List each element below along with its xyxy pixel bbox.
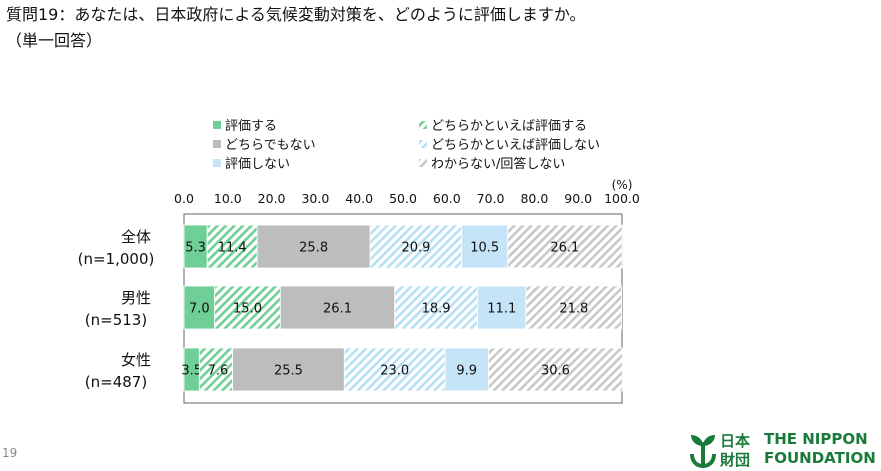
- category-n-label: (n=513): [85, 311, 147, 329]
- bar-segment: [369, 224, 463, 269]
- bar-segment: [183, 285, 216, 330]
- category-label: 全体: [121, 228, 151, 246]
- data-label: 21.8: [559, 302, 588, 317]
- x-tick-label: 100.0: [604, 191, 640, 206]
- bar-segment: [525, 285, 622, 330]
- page-number: 19: [2, 446, 18, 460]
- legend-label-4: どちらかといえば評価しない: [431, 138, 600, 153]
- legend-label-3: どちらでもない: [225, 138, 316, 153]
- x-tick-label: 30.0: [301, 191, 329, 206]
- legend-swatch-6: [419, 159, 427, 167]
- data-label: 9.9: [456, 364, 477, 379]
- data-label: 5.3: [185, 241, 206, 256]
- bar-segment: [488, 347, 623, 392]
- data-label: 18.9: [422, 302, 451, 317]
- legend-label-2: どちらかといえば評価する: [431, 119, 587, 134]
- bar-segment: [343, 347, 446, 392]
- data-label: 10.5: [470, 241, 499, 256]
- x-tick-label: 60.0: [433, 191, 461, 206]
- data-label: 11.1: [487, 302, 516, 317]
- x-tick-label: 10.0: [214, 191, 242, 206]
- legend-swatch-5: [213, 159, 221, 167]
- x-tick-label: 90.0: [564, 191, 592, 206]
- category-n-label: (n=487): [85, 373, 147, 391]
- legend-swatch-4: [419, 140, 427, 148]
- bar-segment: [507, 224, 623, 269]
- data-label: 26.1: [323, 302, 352, 317]
- data-label: 15.0: [233, 302, 262, 317]
- seedling-icon: [690, 435, 716, 468]
- logo-jp-line1: 日本: [720, 432, 751, 450]
- bar-segment: [256, 224, 371, 269]
- logo-en-line2: FOUNDATION: [764, 449, 876, 467]
- nippon-foundation-logo: 日本 財団 THE NIPPON FOUNDATION: [688, 430, 878, 470]
- bar-segment: [394, 285, 478, 330]
- legend-swatch-1: [213, 121, 221, 129]
- legend-label-1: 評価する: [225, 119, 277, 134]
- x-tick-label: 50.0: [389, 191, 417, 206]
- logo-jp-line2: 財団: [720, 451, 751, 469]
- data-label: 3.5: [181, 364, 202, 379]
- legend-label-5: 評価しない: [225, 157, 290, 172]
- x-tick-label: 40.0: [345, 191, 373, 206]
- legend-swatch-2: [419, 121, 427, 129]
- bar-segment: [214, 285, 281, 330]
- category-label: 男性: [121, 289, 151, 307]
- bar-segment: [232, 347, 345, 392]
- category-label: 女性: [121, 351, 151, 369]
- x-axis: 0.0 10.0 20.0 30.0 40.0 50.0 60.0 70.0 80.0 90.0 1…: [174, 178, 640, 404]
- page-title: 質問19：あなたは、日本政府による気候変動対策を、どのように評価しますか。: [6, 5, 586, 24]
- bar-segment: [198, 347, 234, 392]
- category-n-label: (n=1,000): [78, 250, 155, 268]
- data-label: 26.1: [550, 241, 579, 256]
- unit-label: (%): [612, 178, 633, 192]
- legend-label-6: わからない/回答しない: [431, 156, 565, 172]
- category-labels: 全体 (n=1,000) 男性 (n=513) 女性 (n=487): [78, 228, 155, 391]
- data-label: 30.6: [541, 364, 570, 379]
- x-tick-label: 20.0: [258, 191, 286, 206]
- x-tick-label: 80.0: [520, 191, 548, 206]
- data-label: 20.9: [401, 241, 430, 256]
- data-label: 23.0: [380, 364, 409, 379]
- x-tick-label: 70.0: [477, 191, 505, 206]
- bars: 5.3 11.4 25.8 20.9 10.5 26.1 7.0 15.0 26.1 18.9 11…: [181, 224, 623, 392]
- data-label: 25.5: [274, 364, 303, 379]
- data-label: 7.0: [189, 302, 210, 317]
- page-subtitle: （単一回答）: [6, 31, 103, 50]
- legend-swatch-3: [213, 140, 221, 148]
- bar-segment: [461, 224, 509, 269]
- logo-en-line1: THE NIPPON: [764, 430, 868, 448]
- x-tick-label: 0.0: [174, 191, 194, 206]
- bar-segment: [206, 224, 258, 269]
- bar-segment: [279, 285, 396, 330]
- data-label: 25.8: [299, 241, 328, 256]
- data-label: 7.6: [208, 364, 229, 379]
- data-label: 11.4: [218, 241, 247, 256]
